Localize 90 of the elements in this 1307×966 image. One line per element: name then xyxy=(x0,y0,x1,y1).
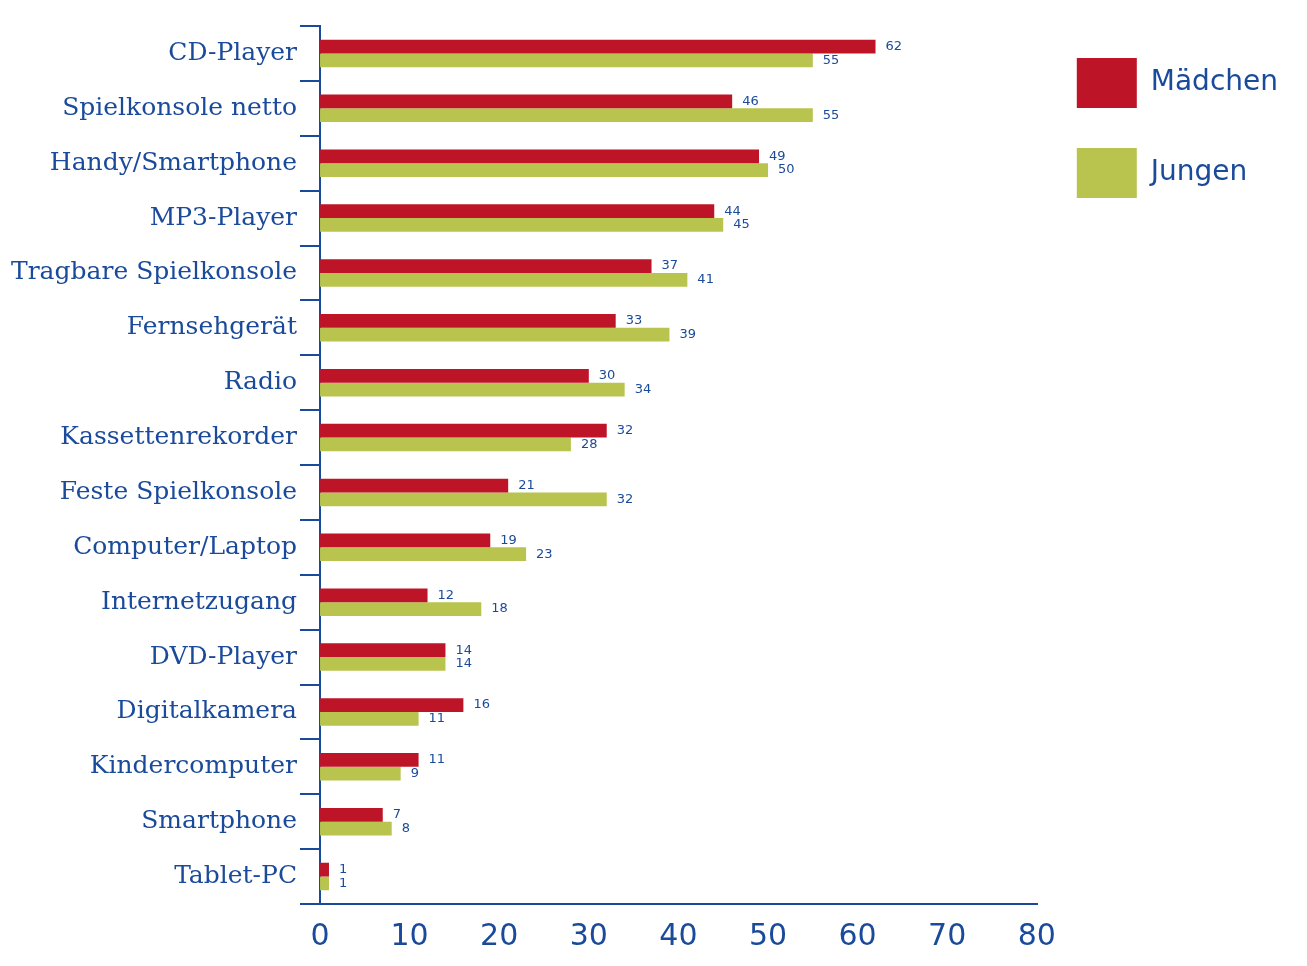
bar xyxy=(320,533,491,548)
bar xyxy=(320,602,482,616)
x-tick-label: 10 xyxy=(390,916,429,952)
x-tick-label: 60 xyxy=(838,916,877,952)
y-tick-label: Kindercomputer xyxy=(89,750,298,780)
y-tick-label: Smartphone xyxy=(141,805,298,835)
data-label: 44 xyxy=(724,202,741,218)
bar xyxy=(320,492,607,507)
x-tick-label: 20 xyxy=(480,916,519,952)
data-label: 12 xyxy=(437,586,455,602)
x-tick-label: 0 xyxy=(310,916,330,952)
bar xyxy=(320,368,589,383)
data-label: 11 xyxy=(428,710,446,726)
data-label: 7 xyxy=(392,806,402,822)
data-label: 32 xyxy=(616,490,634,506)
y-tick-label: MP3-Player xyxy=(149,201,298,231)
bar xyxy=(320,588,428,603)
bar xyxy=(320,204,715,219)
bar xyxy=(320,862,329,877)
bar xyxy=(320,272,688,287)
y-tick-label: Internetzugang xyxy=(101,585,298,615)
bar xyxy=(320,314,616,328)
bar xyxy=(320,478,509,493)
data-label: 62 xyxy=(885,37,903,53)
x-tick-label: 50 xyxy=(748,916,788,952)
y-tick-label: Kassettenrekorder xyxy=(60,421,298,451)
data-label: 30 xyxy=(598,367,616,383)
data-label: 34 xyxy=(634,380,652,396)
data-label: 11 xyxy=(428,751,446,767)
data-label: 14 xyxy=(455,641,473,657)
data-label: 14 xyxy=(455,655,473,671)
data-label: 16 xyxy=(473,696,490,712)
bar xyxy=(320,643,446,658)
bar xyxy=(320,711,419,726)
y-tick-label: Fernsehgerät xyxy=(126,311,298,341)
bar xyxy=(320,53,813,68)
bar xyxy=(320,753,419,767)
y-tick-label: CD-Player xyxy=(168,36,298,66)
bar xyxy=(320,327,670,342)
data-label: 1 xyxy=(338,874,348,890)
data-label: 45 xyxy=(733,216,750,232)
data-label: 39 xyxy=(679,326,696,342)
bar xyxy=(320,259,652,273)
bar xyxy=(320,382,625,397)
bar xyxy=(320,766,401,781)
bar xyxy=(320,437,571,452)
x-tick-label: 80 xyxy=(1017,916,1056,952)
y-tick-label: Digitalkamera xyxy=(116,695,298,725)
bar xyxy=(320,218,724,232)
legend-label: Mädchen xyxy=(1150,64,1278,98)
bar xyxy=(320,698,464,712)
data-label: 55 xyxy=(822,106,840,122)
data-label: 28 xyxy=(580,435,598,451)
y-tick-label: Feste Spielkonsole xyxy=(59,475,298,505)
bar xyxy=(320,423,607,438)
bar xyxy=(320,94,733,109)
data-label: 50 xyxy=(778,161,795,177)
data-label: 8 xyxy=(401,819,410,835)
x-tick-label: 70 xyxy=(928,916,967,952)
y-tick-label: Tragbare Spielkonsole xyxy=(10,256,298,286)
bar xyxy=(320,108,813,123)
y-tick-label: Radio xyxy=(223,366,298,396)
bar xyxy=(320,39,876,54)
y-tick-label: Handy/Smartphone xyxy=(49,146,298,176)
y-tick-label: Spielkonsole netto xyxy=(62,91,298,121)
bar xyxy=(320,807,383,822)
data-label: 55 xyxy=(822,51,840,67)
data-label: 46 xyxy=(742,92,759,108)
data-label: 1 xyxy=(338,861,348,877)
legend-label: Jungen xyxy=(1148,154,1248,188)
data-label: 21 xyxy=(518,476,535,492)
data-label: 18 xyxy=(491,600,508,616)
bar xyxy=(320,547,527,562)
bar xyxy=(320,149,760,164)
y-tick-label: Tablet-PC xyxy=(174,860,298,890)
x-tick-label: 40 xyxy=(659,916,698,952)
bar xyxy=(320,821,392,836)
data-label: 9 xyxy=(410,765,419,781)
y-tick-label: DVD-Player xyxy=(149,640,298,670)
data-label: 37 xyxy=(661,257,679,273)
data-label: 41 xyxy=(697,271,714,287)
data-label: 33 xyxy=(625,312,643,328)
bar xyxy=(320,163,769,177)
y-tick-label: Computer/Laptop xyxy=(73,530,298,560)
data-label: 19 xyxy=(500,531,517,547)
data-label: 49 xyxy=(769,147,786,163)
bar xyxy=(320,657,446,671)
x-tick-label: 30 xyxy=(569,916,608,952)
data-label: 32 xyxy=(616,422,634,438)
data-label: 23 xyxy=(536,545,553,561)
